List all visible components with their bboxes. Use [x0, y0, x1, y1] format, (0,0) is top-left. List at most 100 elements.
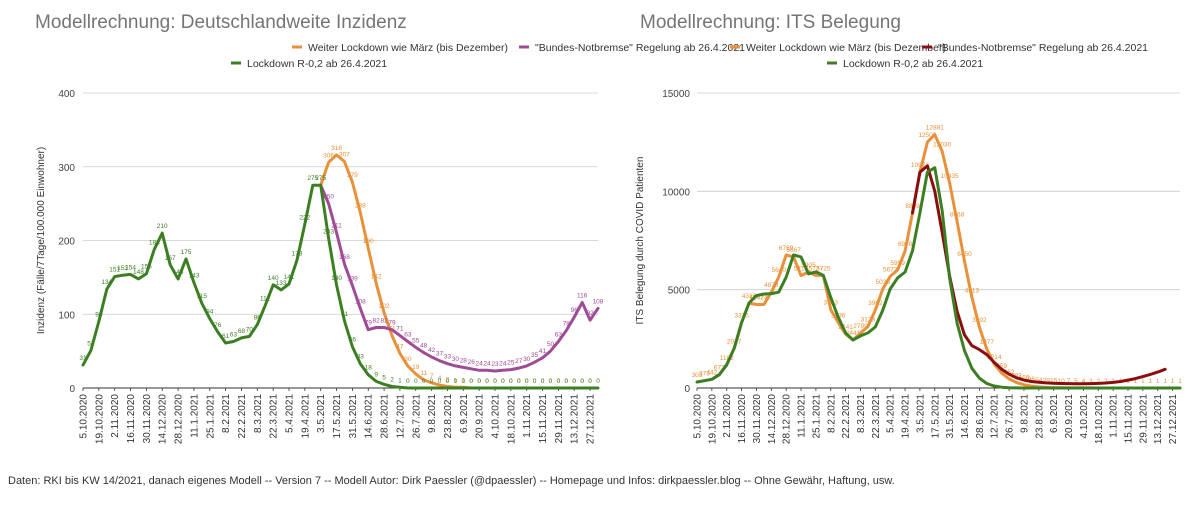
- data-label: 68: [238, 328, 246, 335]
- x-tick-label: 5.10.2020: [79, 394, 90, 439]
- data-label: 282: [1011, 372, 1022, 379]
- data-label: 28: [460, 357, 468, 364]
- data-label: 0: [525, 378, 529, 385]
- chart-title-inzidenz: Modellrechnung: Deutschlandweite Inziden…: [35, 12, 407, 33]
- x-tick-label: 4.10.2021: [1079, 394, 1090, 439]
- data-label: 1182: [720, 355, 734, 362]
- data-label: 8468: [950, 211, 965, 218]
- data-label: 0: [461, 378, 465, 385]
- data-label: 96: [571, 307, 579, 314]
- x-tick-label: 9.8.2021: [427, 394, 438, 433]
- data-label: 4613: [965, 287, 980, 294]
- data-label: 0: [501, 378, 505, 385]
- data-label: 63: [230, 332, 238, 339]
- data-label: 0: [469, 378, 473, 385]
- data-label: 203: [323, 228, 334, 235]
- data-label: 0: [580, 378, 584, 385]
- data-label: 238: [355, 202, 366, 209]
- data-label: 0: [406, 378, 410, 385]
- x-tick-label: 19.4.2021: [901, 394, 912, 439]
- data-label: 1214: [987, 354, 1002, 361]
- data-label: 1: [461, 377, 465, 384]
- data-label: 210: [157, 223, 168, 230]
- x-tick-label: 5.4.2021: [285, 394, 296, 433]
- x-tick-label: 28.6.2021: [975, 394, 986, 439]
- data-label: 3325: [734, 313, 749, 320]
- data-label: 373: [699, 371, 710, 378]
- x-tick-label: 16.11.2020: [126, 394, 137, 444]
- data-label: 4247: [749, 294, 764, 301]
- data-label: 76: [214, 322, 222, 329]
- data-label: 94: [206, 309, 214, 316]
- data-label: 82: [373, 318, 381, 325]
- data-label: 9: [374, 371, 378, 378]
- data-label: 140: [331, 275, 342, 282]
- data-label: 0: [477, 378, 481, 385]
- data-label: 5725: [816, 265, 831, 272]
- data-label: 6667: [786, 247, 801, 254]
- data-label: 108: [355, 298, 366, 305]
- data-label: 0: [509, 378, 513, 385]
- data-label: 442: [706, 369, 717, 376]
- data-label: 0: [509, 378, 513, 385]
- data-label: 0: [438, 378, 442, 385]
- data-label: 78: [563, 320, 571, 327]
- data-label: 5999: [890, 260, 905, 267]
- legend-label: Weiter Lockdown wie März (bis Dezember): [308, 42, 508, 54]
- x-tick-label: 12.7.2021: [990, 394, 1001, 439]
- x-tick-label: 26.7.2021: [1005, 394, 1016, 439]
- x-tick-label: 5.10.2020: [693, 394, 704, 439]
- data-label: 4316: [742, 293, 757, 300]
- data-label: 5640: [772, 267, 787, 274]
- data-label: 0: [422, 378, 426, 385]
- x-tick-label: 13.12.2021: [570, 394, 581, 444]
- data-label: 0: [564, 378, 568, 385]
- x-tick-label: 14.6.2021: [960, 394, 971, 439]
- data-label: 30: [523, 356, 531, 363]
- data-label: 108: [593, 298, 604, 305]
- chart-its: 0 5000 10000 15000 ITS Belegung durch COVID …: [635, 42, 1182, 444]
- data-label: 112: [260, 295, 271, 302]
- series-line-2: [81, 183, 600, 390]
- data-label: 148: [133, 269, 144, 276]
- x-tick-label: 30.11.2020: [752, 394, 763, 444]
- x-tick-label: 25.1.2021: [205, 394, 216, 439]
- x-tick-label: 29.11.2021: [554, 394, 565, 444]
- data-label: 759: [996, 363, 1007, 370]
- x-tick-label: 22.2.2021: [237, 394, 248, 439]
- x-tick-label: 18.10.2021: [506, 394, 517, 444]
- data-label: 5905: [801, 262, 816, 269]
- x-tick-label: 22.3.2021: [871, 394, 882, 439]
- x-tick-label: 8.3.2021: [856, 394, 867, 433]
- data-label: 0: [485, 378, 489, 385]
- x-tick-label: 22.2.2021: [841, 394, 852, 439]
- data-label: 143: [188, 273, 199, 280]
- y-tick-label: 0: [684, 384, 690, 395]
- x-tick-label: 1.11.2021: [1109, 394, 1120, 438]
- data-label: 10: [1057, 378, 1065, 385]
- data-label: 48: [420, 343, 428, 350]
- data-label: 142: [371, 273, 382, 280]
- data-label: 6450: [957, 251, 972, 258]
- data-label: 115: [197, 293, 208, 300]
- data-label: 33: [357, 354, 365, 361]
- legend-label: Lockdown R-0,2 ab 26.4.2021: [843, 58, 983, 70]
- x-tick-label: 27.12.2021: [1168, 394, 1179, 444]
- data-label: 2: [1096, 378, 1100, 385]
- data-label: 71: [396, 326, 404, 333]
- data-label: 154: [125, 264, 136, 271]
- data-label: 134: [101, 279, 112, 286]
- data-label: 25: [507, 360, 515, 367]
- data-label: 24: [499, 360, 507, 367]
- data-label: 6978: [898, 241, 913, 248]
- x-tick-label: 6.9.2021: [1049, 394, 1060, 433]
- data-label: 677: [714, 365, 725, 372]
- y-tick-label: 15000: [662, 89, 690, 100]
- data-label: 279: [347, 172, 358, 179]
- data-label: 0: [541, 378, 545, 385]
- x-tick-label: 14.6.2021: [364, 394, 375, 439]
- data-label: 166: [1019, 375, 1030, 382]
- y-tick-label: 0: [69, 384, 75, 395]
- data-label: 24: [476, 360, 484, 367]
- x-tick-label: 25.1.2021: [811, 394, 822, 439]
